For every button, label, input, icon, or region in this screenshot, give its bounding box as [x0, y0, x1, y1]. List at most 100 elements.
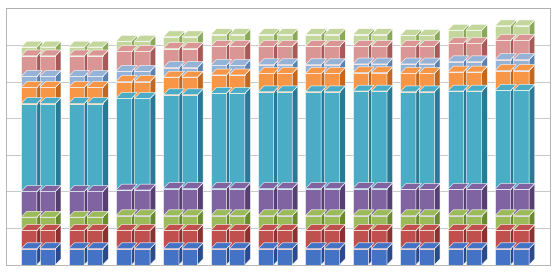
Polygon shape — [179, 89, 185, 189]
Polygon shape — [37, 70, 42, 87]
Polygon shape — [132, 210, 137, 230]
Polygon shape — [495, 210, 517, 216]
Bar — [324, 216, 340, 230]
Polygon shape — [510, 20, 517, 40]
Polygon shape — [226, 87, 232, 189]
Polygon shape — [84, 82, 90, 103]
Polygon shape — [116, 93, 137, 98]
Bar — [163, 49, 179, 68]
Polygon shape — [276, 224, 298, 230]
Bar — [258, 73, 274, 92]
Polygon shape — [434, 183, 440, 216]
Bar — [182, 249, 197, 265]
Polygon shape — [274, 243, 280, 265]
Polygon shape — [419, 40, 440, 46]
Polygon shape — [245, 243, 251, 265]
Polygon shape — [324, 243, 345, 249]
Polygon shape — [135, 76, 156, 82]
Bar — [68, 56, 84, 76]
Polygon shape — [179, 243, 185, 265]
Polygon shape — [258, 29, 280, 35]
Polygon shape — [400, 183, 421, 189]
Bar — [305, 92, 321, 189]
Polygon shape — [387, 183, 393, 216]
Polygon shape — [116, 184, 137, 190]
Bar — [353, 249, 369, 265]
Bar — [211, 46, 226, 65]
Bar — [87, 230, 103, 249]
Polygon shape — [419, 68, 440, 73]
Polygon shape — [258, 68, 280, 73]
Polygon shape — [163, 31, 185, 37]
Bar — [514, 230, 529, 249]
Polygon shape — [179, 183, 185, 216]
Polygon shape — [514, 243, 535, 249]
Polygon shape — [116, 224, 137, 230]
Polygon shape — [229, 60, 251, 65]
Polygon shape — [182, 183, 203, 189]
Polygon shape — [87, 186, 108, 191]
Polygon shape — [387, 210, 393, 230]
Polygon shape — [103, 50, 108, 76]
Polygon shape — [495, 224, 517, 230]
Polygon shape — [463, 66, 469, 91]
Bar — [353, 91, 369, 189]
Polygon shape — [448, 243, 469, 249]
Bar — [448, 62, 463, 72]
Polygon shape — [103, 243, 108, 265]
Polygon shape — [150, 243, 156, 265]
Polygon shape — [84, 50, 90, 76]
Polygon shape — [353, 85, 374, 91]
Bar — [258, 92, 274, 189]
Polygon shape — [324, 68, 345, 73]
Polygon shape — [245, 210, 251, 230]
Polygon shape — [510, 210, 517, 230]
Bar — [68, 76, 84, 87]
Polygon shape — [150, 46, 156, 71]
Bar — [324, 46, 340, 65]
Polygon shape — [37, 211, 42, 230]
Polygon shape — [510, 224, 517, 249]
Bar — [229, 189, 245, 216]
Polygon shape — [353, 29, 374, 35]
Polygon shape — [163, 71, 185, 77]
Polygon shape — [276, 29, 298, 35]
Bar — [21, 230, 37, 249]
Polygon shape — [400, 243, 421, 249]
Polygon shape — [529, 54, 535, 70]
Polygon shape — [305, 243, 327, 249]
Polygon shape — [39, 70, 61, 76]
Polygon shape — [324, 210, 345, 216]
Polygon shape — [292, 243, 298, 265]
Bar — [211, 93, 226, 189]
Bar — [324, 65, 340, 73]
Polygon shape — [466, 183, 488, 189]
Polygon shape — [340, 183, 345, 216]
Polygon shape — [179, 43, 185, 68]
Polygon shape — [39, 186, 61, 191]
Polygon shape — [466, 66, 488, 72]
Polygon shape — [163, 210, 185, 216]
Polygon shape — [514, 35, 535, 40]
Bar — [229, 75, 245, 93]
Polygon shape — [481, 56, 488, 72]
Bar — [276, 189, 292, 216]
Polygon shape — [197, 71, 203, 95]
Bar — [466, 249, 481, 265]
Bar — [419, 249, 434, 265]
Polygon shape — [495, 243, 517, 249]
Bar — [305, 216, 321, 230]
Bar — [400, 46, 416, 64]
Bar — [182, 95, 197, 189]
Polygon shape — [37, 224, 42, 249]
Polygon shape — [150, 35, 156, 51]
Polygon shape — [245, 40, 251, 65]
Polygon shape — [369, 40, 374, 64]
Bar — [163, 216, 179, 230]
Polygon shape — [292, 68, 298, 92]
Polygon shape — [510, 84, 517, 189]
Polygon shape — [21, 98, 42, 103]
Bar — [211, 35, 226, 46]
Bar — [211, 249, 226, 265]
Polygon shape — [182, 210, 203, 216]
